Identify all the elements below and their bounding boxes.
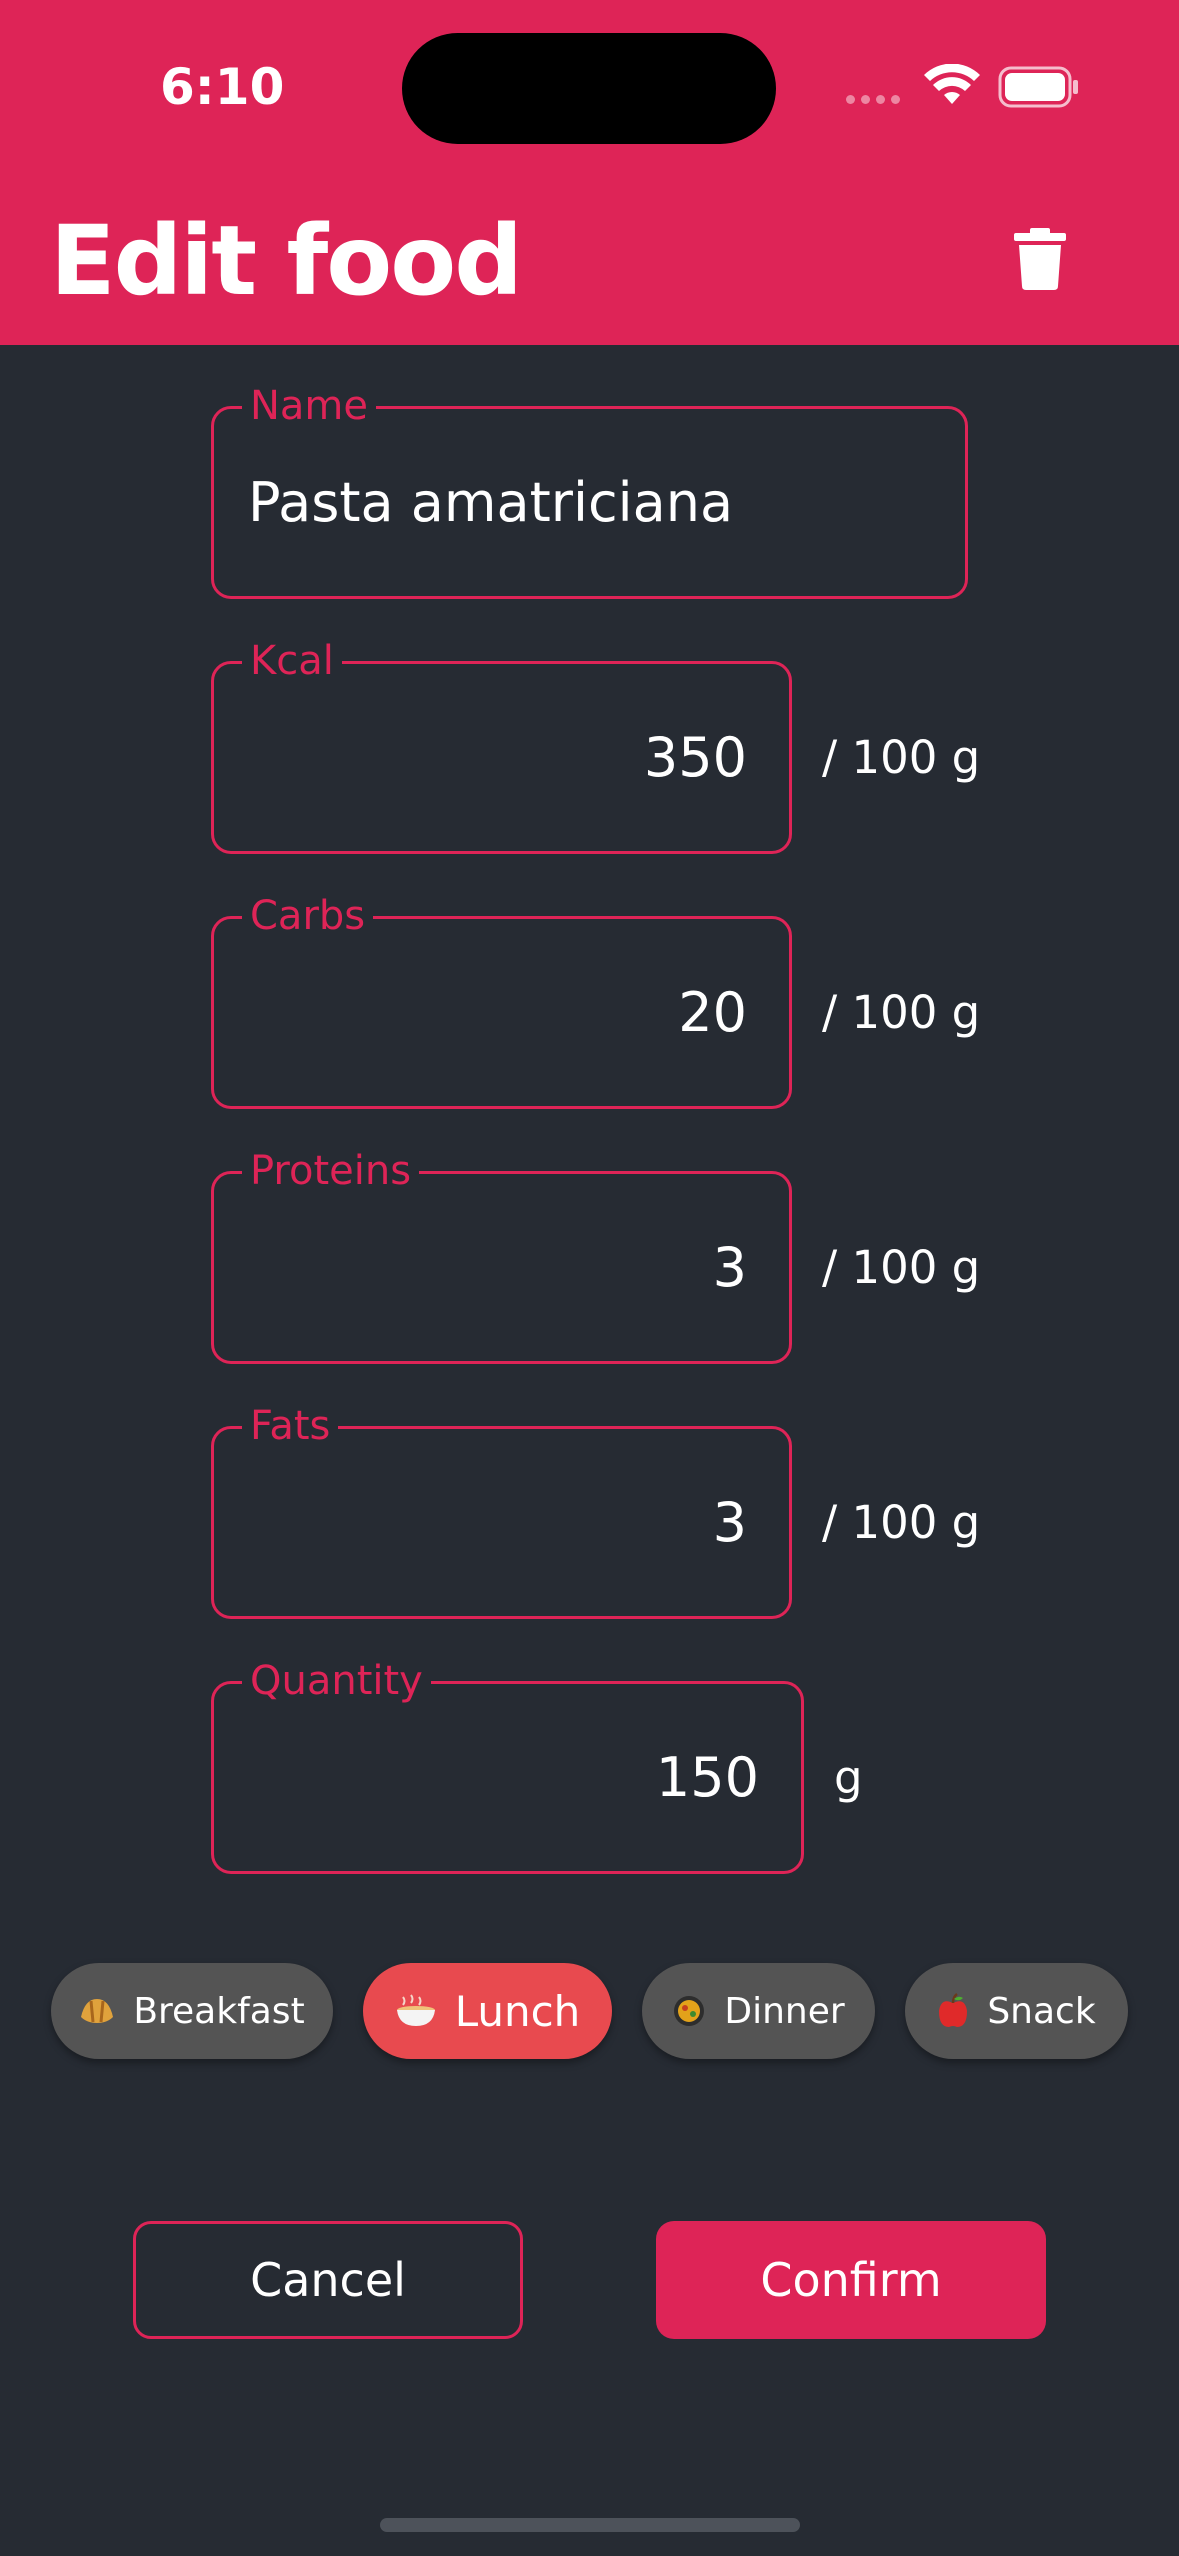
proteins-unit: / 100 g	[822, 1241, 981, 1294]
cancel-button[interactable]: Cancel	[133, 2221, 523, 2339]
carbs-field[interactable]: Carbs 20	[211, 893, 792, 1109]
fats-input[interactable]: 3	[712, 1491, 747, 1554]
meal-chip-label: Breakfast	[133, 1990, 305, 2032]
quantity-label: Quantity	[242, 1658, 431, 1704]
trash-icon[interactable]	[1014, 228, 1066, 290]
fats-unit: / 100 g	[822, 1496, 981, 1549]
name-input[interactable]: Pasta amatriciana	[248, 471, 734, 534]
status-time: 6:10	[160, 58, 285, 116]
signal-dots-icon	[846, 95, 906, 105]
kcal-input[interactable]: 350	[643, 726, 747, 789]
dynamic-island	[402, 33, 776, 144]
wifi-icon	[924, 64, 980, 104]
page-title: Edit food	[50, 205, 523, 317]
proteins-input[interactable]: 3	[712, 1236, 747, 1299]
proteins-label: Proteins	[242, 1148, 420, 1194]
quantity-field[interactable]: Quantity 150	[211, 1658, 804, 1874]
meal-chip-label: Lunch	[454, 1986, 581, 2036]
battery-icon	[998, 66, 1078, 108]
kcal-unit: / 100 g	[822, 731, 981, 784]
fats-label: Fats	[242, 1403, 339, 1449]
carbs-unit: / 100 g	[822, 986, 981, 1039]
apple-icon	[937, 1993, 969, 2029]
meal-chip-snack[interactable]: Snack	[905, 1963, 1128, 2059]
carbs-label: Carbs	[242, 893, 374, 939]
meal-chip-breakfast[interactable]: Breakfast	[51, 1963, 333, 2059]
meal-chip-label: Snack	[987, 1990, 1096, 2032]
confirm-button[interactable]: Confirm	[656, 2221, 1046, 2339]
proteins-field[interactable]: Proteins 3	[211, 1148, 792, 1364]
quantity-unit: g	[834, 1751, 863, 1804]
paella-icon	[672, 1994, 706, 2028]
quantity-input[interactable]: 150	[655, 1746, 759, 1809]
kcal-field[interactable]: Kcal 350	[211, 638, 792, 854]
croissant-icon	[79, 1995, 115, 2027]
meal-chip-label: Dinner	[724, 1990, 845, 2032]
kcal-label: Kcal	[242, 638, 342, 684]
bowl-icon	[395, 1993, 437, 2029]
name-label: Name	[242, 383, 377, 429]
home-indicator[interactable]	[380, 2518, 800, 2532]
meal-chip-lunch[interactable]: Lunch	[363, 1963, 612, 2059]
name-field[interactable]: Name Pasta amatriciana	[211, 383, 968, 599]
meal-chip-dinner[interactable]: Dinner	[642, 1963, 875, 2059]
app-header: 6:10 Edit food	[0, 0, 1179, 345]
carbs-input[interactable]: 20	[678, 981, 747, 1044]
fats-field[interactable]: Fats 3	[211, 1403, 792, 1619]
